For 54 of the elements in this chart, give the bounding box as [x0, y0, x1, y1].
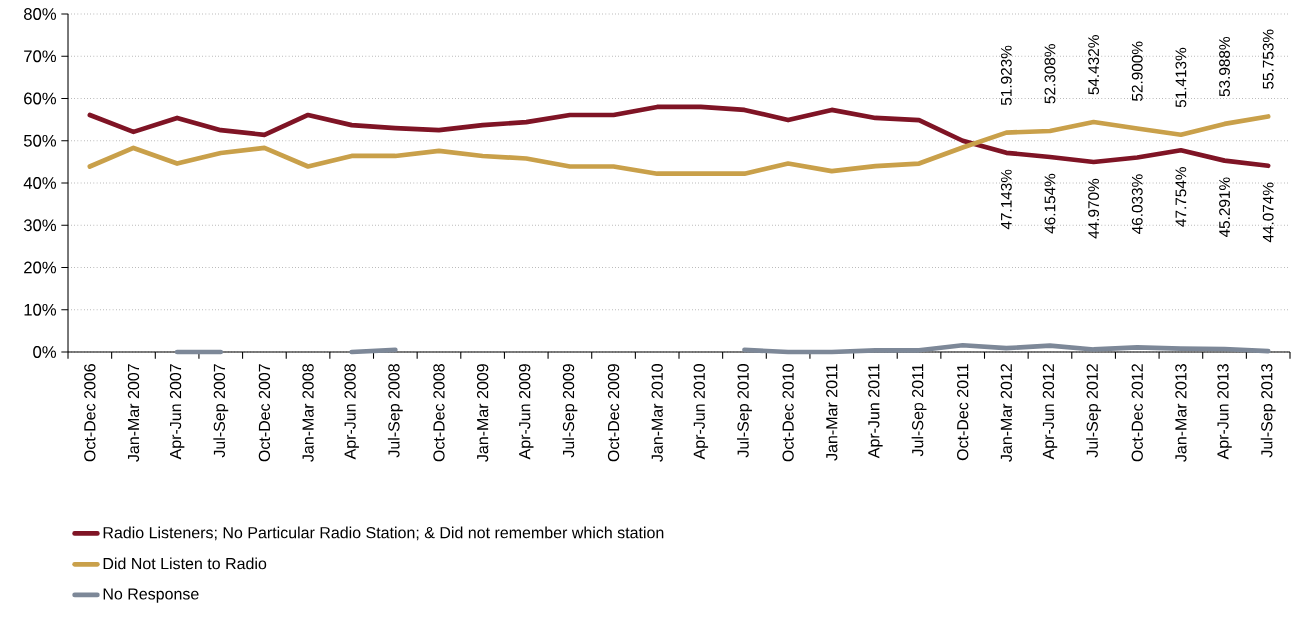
x-tick-label: Oct-Dec 2009	[607, 364, 620, 462]
data-label: 45.291%	[1219, 177, 1230, 238]
data-label: 47.143%	[1000, 169, 1012, 230]
data-label: 53.988%	[1219, 36, 1230, 97]
x-tick-label: Jan-Mar 2008	[302, 364, 314, 462]
y-tick-label: 80%	[24, 8, 57, 20]
y-tick-label: 20%	[24, 261, 57, 274]
data-label: 52.308%	[1044, 44, 1056, 104]
x-tick-label: Apr-Jun 2009	[519, 364, 534, 460]
data-label: 46.154%	[1044, 173, 1056, 234]
x-tick-label: Jul-Sep 2008	[387, 364, 403, 458]
x-tick-label: Apr-Jun 2008	[344, 364, 359, 460]
x-tick-label: Apr-Jun 2012	[1042, 364, 1058, 460]
x-tick-label: Jan-Mar 2012	[1000, 364, 1012, 462]
data-label: 54.432%	[1088, 35, 1100, 95]
x-tick-label: Jan-Mar 2007	[127, 364, 140, 462]
legend-label: No Response	[103, 588, 199, 603]
y-tick-label: 40%	[23, 177, 57, 189]
x-tick-label: Apr-Jun 2011	[868, 364, 883, 459]
x-tick-label: Apr-Jun 2013	[1217, 364, 1232, 460]
x-tick-label: Jul-Sep 2013	[1260, 364, 1276, 458]
y-tick-label: 50%	[23, 134, 57, 147]
y-tick-label: 10%	[24, 303, 57, 316]
data-label: 44.970%	[1088, 178, 1100, 239]
data-label: 51.923%	[1000, 45, 1012, 106]
data-label: 52.900%	[1131, 41, 1143, 101]
x-tick-label: Jan-Mar 2013	[1175, 364, 1187, 462]
x-tick-label: Jan-Mar 2009	[476, 364, 489, 462]
y-tick-label: 0%	[33, 346, 57, 358]
x-tick-label: Oct-Dec 2008	[433, 364, 445, 462]
x-tick-label: Oct-Dec 2007	[258, 364, 271, 462]
data-label: 51.413%	[1175, 47, 1187, 108]
x-tick-label: Jul-Sep 2011	[911, 364, 927, 457]
x-tick-label: Jul-Sep 2012	[1086, 364, 1102, 458]
y-tick-label: 70%	[24, 50, 57, 63]
legend-label: Did Not Listen to Radio	[103, 557, 267, 570]
data-label: 55.753%	[1262, 29, 1274, 89]
data-label: 44.074%	[1262, 182, 1274, 243]
x-tick-label: Oct-Dec 2006	[84, 364, 96, 462]
x-tick-label: Oct-Dec 2010	[782, 364, 794, 462]
x-tick-label: Jul-Sep 2009	[562, 364, 578, 458]
data-label: 46.033%	[1131, 174, 1143, 234]
x-tick-label: Apr-Jun 2010	[693, 364, 709, 460]
x-tick-label: Oct-Dec 2012	[1131, 364, 1143, 462]
x-tick-label: Jan-Mar 2011	[826, 364, 838, 461]
data-label: 47.754%	[1175, 167, 1187, 227]
y-tick-label: 30%	[23, 219, 57, 232]
y-tick-label: 60%	[24, 92, 57, 105]
x-tick-label: Jul-Sep 2007	[213, 364, 229, 458]
x-tick-label: Jul-Sep 2010	[737, 364, 752, 458]
x-tick-label: Apr-Jun 2007	[169, 364, 185, 460]
x-tick-label: Oct-Dec 2011	[957, 364, 969, 461]
legend-label: Radio Listeners; No Particular Radio Station; & Did not remember which station	[103, 526, 664, 541]
x-tick-label: Jan-Mar 2010	[651, 364, 663, 462]
